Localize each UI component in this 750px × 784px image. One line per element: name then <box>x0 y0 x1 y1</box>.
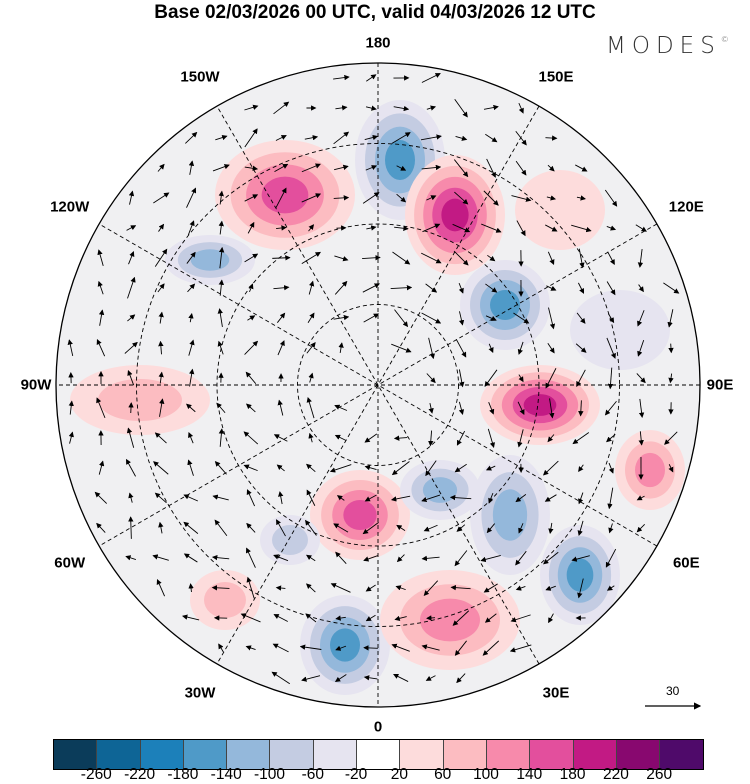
longitude-label: 60W <box>54 555 85 572</box>
colorbar-bin <box>184 740 227 769</box>
longitude-label: 180 <box>365 35 390 52</box>
colorbar-tick-label: 260 <box>646 766 672 784</box>
positive-anomaly <box>420 599 480 642</box>
negative-anomaly <box>490 290 520 320</box>
longitude-label: 90W <box>21 377 52 394</box>
longitude-label: 90E <box>707 377 734 394</box>
colorbar-bin <box>487 740 530 769</box>
positive-anomaly <box>515 170 605 250</box>
colorbar-tick-label: -20 <box>345 766 367 784</box>
reference-vector-label: 30 <box>666 684 679 698</box>
positive-anomaly <box>635 453 665 487</box>
wind-vector <box>671 344 672 353</box>
wind-vector <box>364 648 378 649</box>
colorbar-bin <box>574 740 617 769</box>
longitude-label: 120W <box>50 199 89 216</box>
colorbar-tick-label: 100 <box>473 766 499 784</box>
positive-anomaly <box>343 500 376 530</box>
colorbar-tick-label: -60 <box>302 766 324 784</box>
colorbar-tick-label: 180 <box>560 766 586 784</box>
colorbar-ticks: -260 -220 -180 -140 -100 -60 -20 20 60 100 140 180 2… <box>0 766 750 783</box>
longitude-label: 30E <box>543 685 570 702</box>
colorbar-bin <box>660 740 703 769</box>
colorbar-bin <box>617 740 660 769</box>
longitude-label: 120E <box>669 199 704 216</box>
colorbar-tick-label: -100 <box>254 766 285 784</box>
colorbar-tick-label: -260 <box>81 766 112 784</box>
colorbar-bin <box>444 740 487 769</box>
colorbar-bin <box>357 740 400 769</box>
colorbar-bin <box>97 740 140 769</box>
negative-anomaly <box>272 525 308 555</box>
colorbar-bin <box>141 740 184 769</box>
colorbar-tick-label: 140 <box>516 766 542 784</box>
colorbar-bin <box>270 740 313 769</box>
negative-anomaly <box>570 290 670 370</box>
longitude-label: 30W <box>185 685 216 702</box>
negative-anomaly <box>330 628 360 661</box>
longitude-label: 150W <box>180 68 219 85</box>
colorbar-tick-label: -180 <box>167 766 198 784</box>
positive-anomaly <box>441 199 468 232</box>
colorbar-tick-label: -140 <box>211 766 242 784</box>
longitude-label: 150E <box>538 68 573 85</box>
colorbar-bin <box>54 740 97 769</box>
negative-anomaly <box>191 249 230 270</box>
wind-vector <box>131 403 132 413</box>
colorbar-bin <box>314 740 357 769</box>
colorbar-bin <box>400 740 443 769</box>
longitude-label: 0 <box>374 719 382 736</box>
colorbar-tick-label: 60 <box>434 766 451 784</box>
colorbar-bin <box>227 740 270 769</box>
colorbar-tick-label: 220 <box>603 766 629 784</box>
negative-anomaly <box>567 558 594 591</box>
colorbar-tick-label: 20 <box>391 766 408 784</box>
positive-anomaly <box>204 582 246 618</box>
colorbar-bin <box>530 740 573 769</box>
colorbar-tick-label: -220 <box>124 766 155 784</box>
longitude-label: 60E <box>673 555 700 572</box>
